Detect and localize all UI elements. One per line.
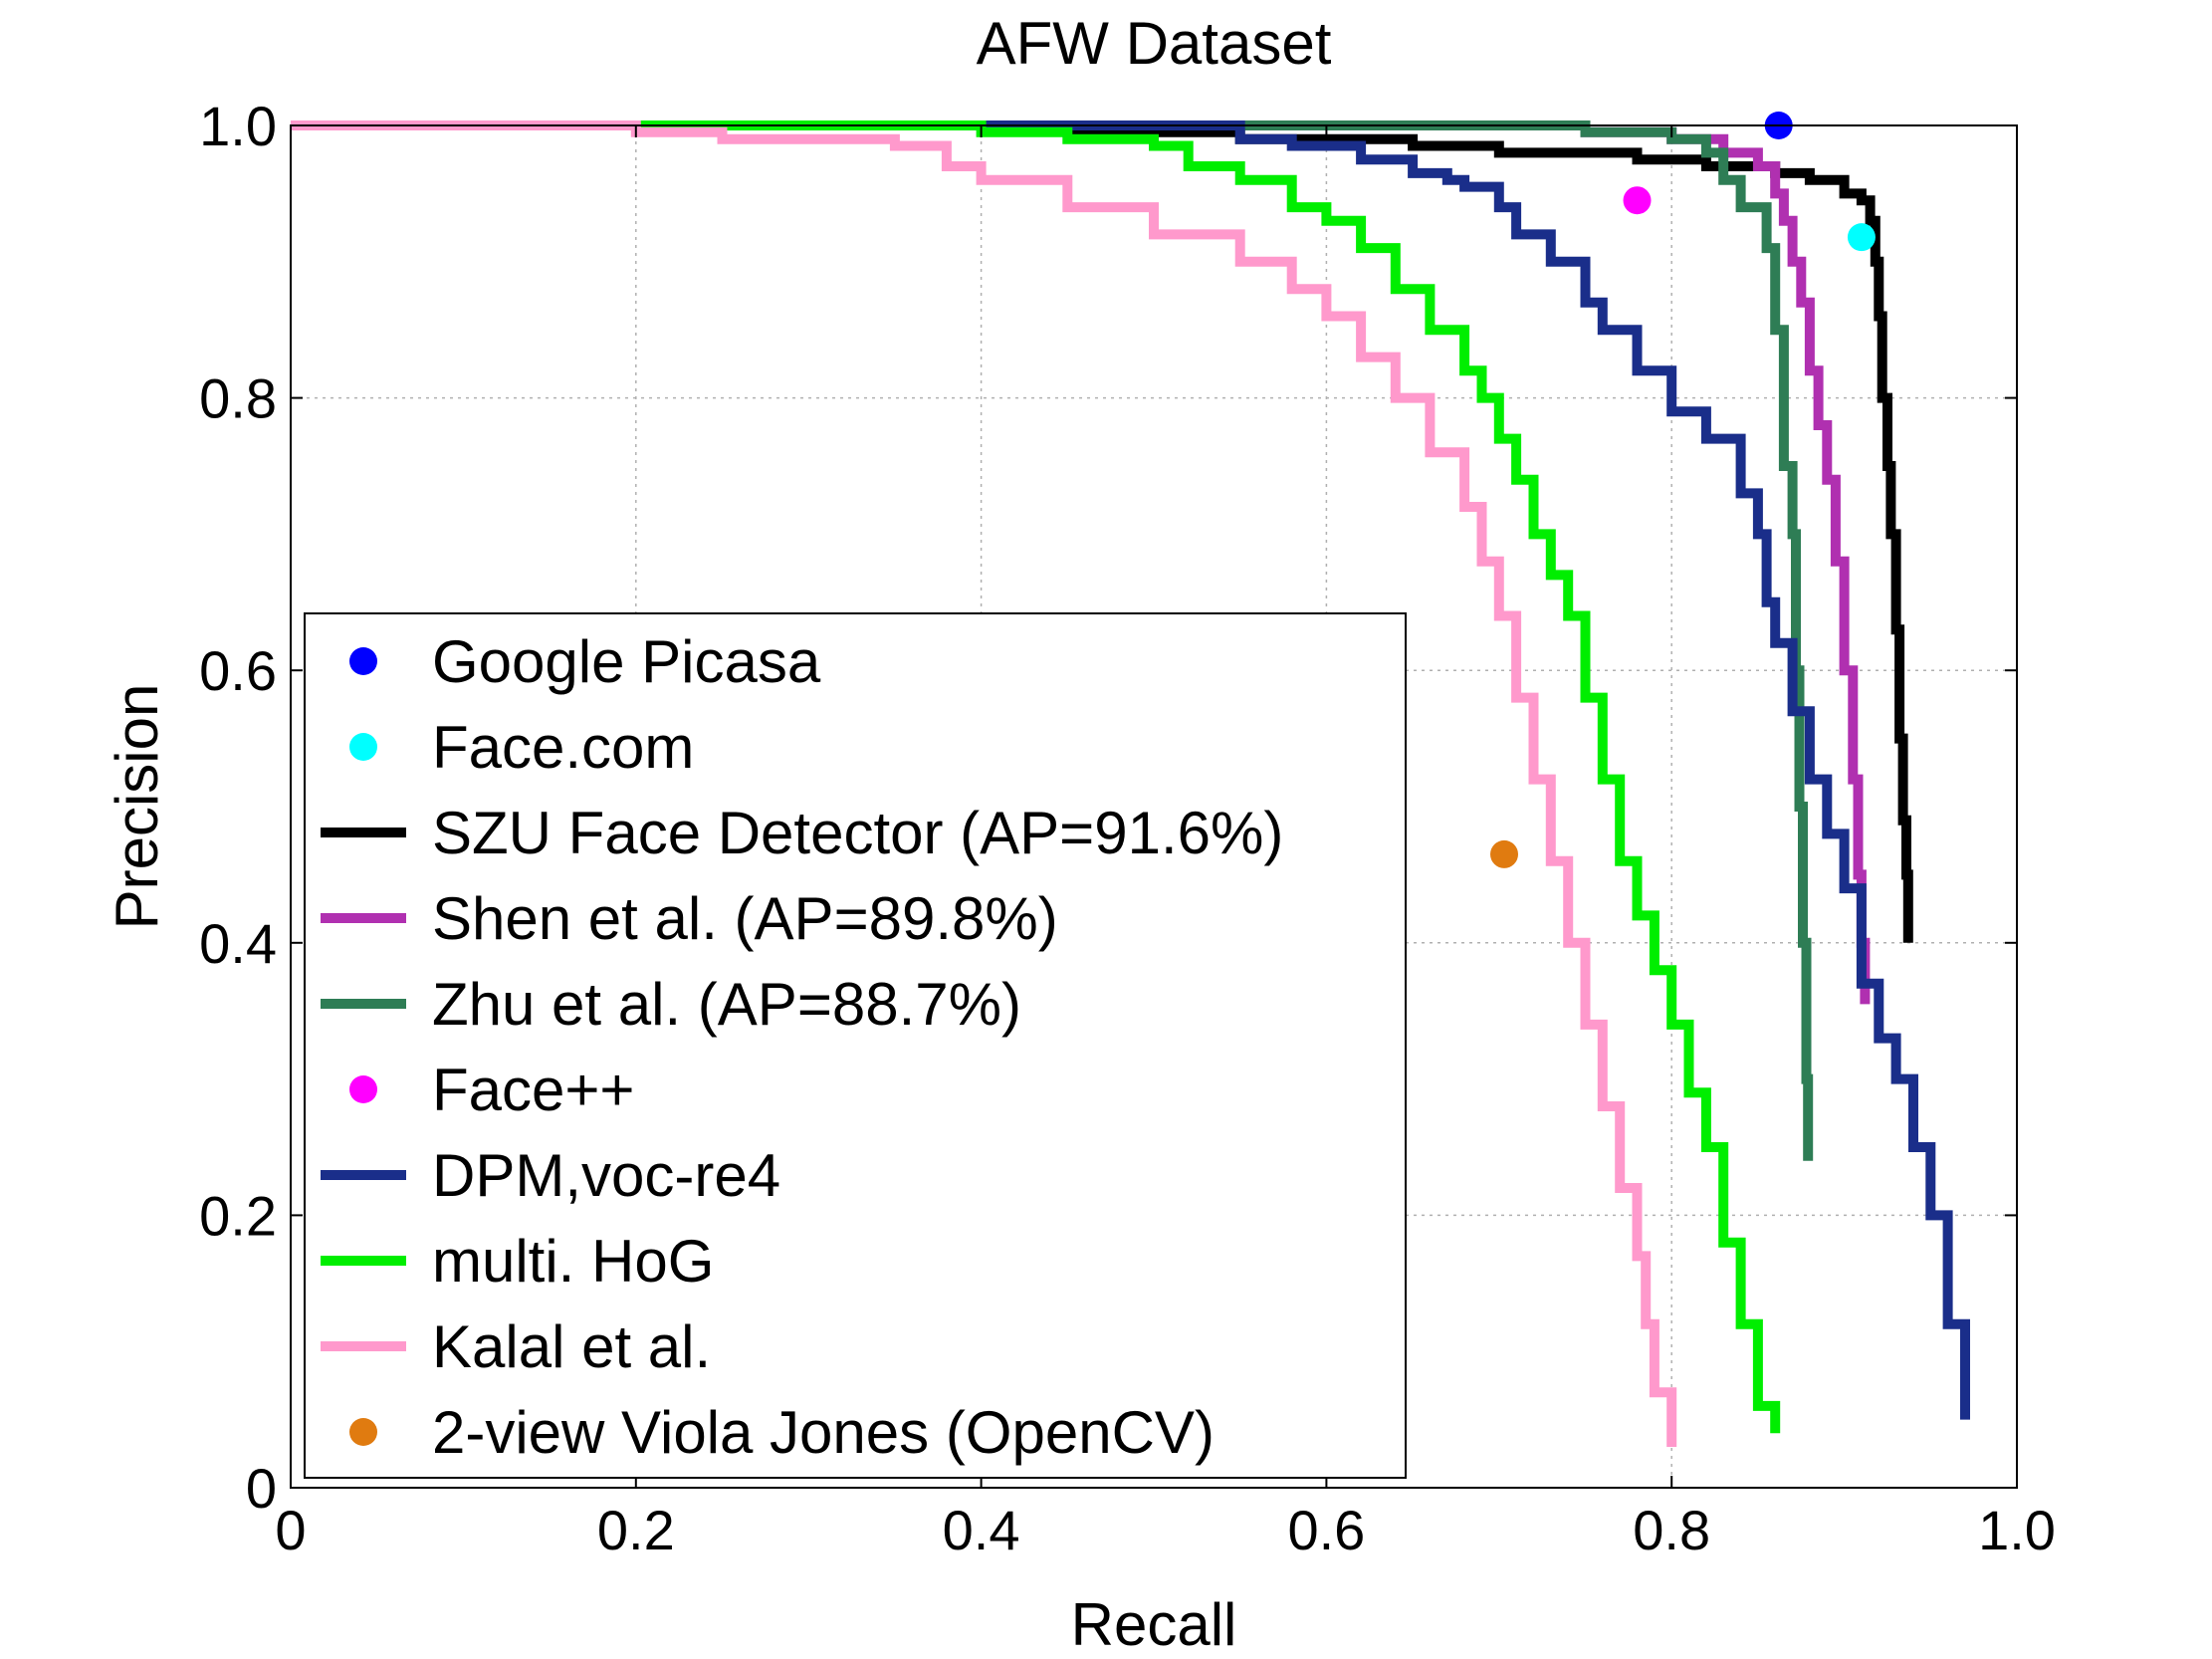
legend-label-szu-face-detector-ap-91-6: SZU Face Detector (AP=91.6%) [432, 800, 1283, 866]
series-line-zhu-et-al-ap-88-7 [291, 120, 1814, 1161]
y-tick-label-5: 1.0 [199, 95, 277, 157]
legend-label-2-view-viola-jones-opencv: 2-view Viola Jones (OpenCV) [432, 1399, 1215, 1466]
legend-label-dpm-voc-re4: DPM,voc-re4 [432, 1142, 780, 1209]
legend-marker-face [349, 1075, 377, 1103]
x-axis-title: Recall [1071, 1591, 1237, 1658]
x-tick-label-2: 0.4 [943, 1499, 1020, 1561]
legend-label-multi-hog: multi. HoG [432, 1228, 714, 1295]
legend-label-face: Face++ [432, 1057, 634, 1123]
y-tick-label-4: 0.8 [199, 367, 277, 430]
series-line-multi-hog [291, 120, 1781, 1434]
legend-label-shen-et-al-ap-89-8: Shen et al. (AP=89.8%) [432, 885, 1058, 952]
legend-box [304, 612, 1407, 1479]
series-point-2-view-viola-jones-opencv [1490, 839, 1519, 868]
series-line-shen-et-al-ap-89-8 [291, 120, 1871, 1005]
legend-marker-face-com [349, 733, 377, 761]
x-tick-label-5: 1.0 [1978, 1499, 2056, 1561]
x-tick-label-0: 0 [275, 1499, 306, 1561]
chart-title: AFW Dataset [977, 10, 1332, 77]
y-tick-label-2: 0.4 [199, 912, 277, 975]
series-line-kalal-et-al [291, 120, 1677, 1447]
x-tick-label-3: 0.6 [1287, 1499, 1365, 1561]
series-line-szu-face-detector-ap-91-6 [291, 120, 1913, 943]
x-tick-label-4: 0.8 [1633, 1499, 1710, 1561]
legend-marker-2-view-viola-jones-opencv [349, 1418, 377, 1446]
axis-ticks: 0 0.2 0.4 0.6 0.8 1.0 0 0.2 0.4 0.6 0.8 1.0 [199, 95, 2056, 1561]
legend-label-zhu-et-al-ap-88-7: Zhu et al. (AP=88.7%) [432, 971, 1021, 1038]
legend-label-kalal-et-al: Kalal et al. [432, 1313, 711, 1380]
y-tick-label-0: 0 [246, 1457, 277, 1520]
series-point-face [1623, 186, 1652, 215]
legend-marker-google-picasa [349, 647, 377, 675]
plot-frame [290, 124, 2018, 1489]
y-tick-label-1: 0.2 [199, 1184, 277, 1247]
x-tick-label-1: 0.2 [597, 1499, 675, 1561]
y-axis-title: Precision [104, 684, 170, 930]
legend: Google Picasa Face.com SZU Face Detector (… [304, 612, 1407, 1479]
legend-label-google-picasa: Google Picasa [432, 628, 821, 695]
series-point-face-com [1847, 223, 1876, 252]
legend-label-face-com: Face.com [432, 714, 694, 781]
series-line-dpm-voc-re4 [291, 120, 1970, 1420]
y-tick-label-3: 0.6 [199, 639, 277, 702]
